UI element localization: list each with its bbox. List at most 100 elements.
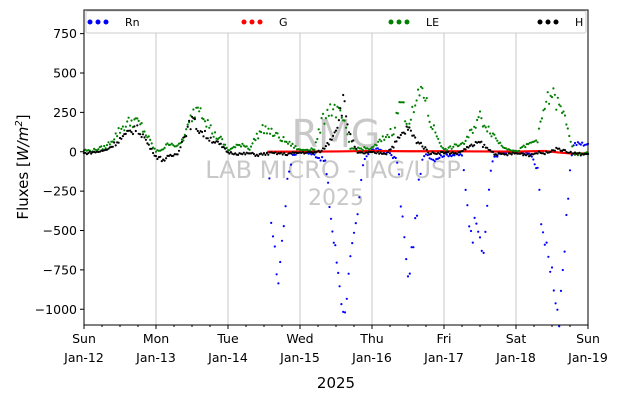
LE-point: [548, 102, 551, 105]
LE-point: [402, 101, 405, 104]
LE-point: [319, 131, 322, 134]
LE-point: [518, 149, 521, 152]
G-segment-8: [544, 149, 560, 154]
LE-point: [314, 141, 317, 144]
H-point: [392, 146, 395, 149]
LE-point: [206, 119, 209, 122]
H-point: [470, 143, 473, 146]
H-point: [405, 125, 408, 128]
Rn-point: [466, 204, 469, 207]
Rn-point: [459, 153, 462, 156]
LE-point: [238, 143, 241, 147]
legend-label-G: G: [279, 16, 288, 29]
LE-point: [154, 150, 158, 153]
H-point: [264, 153, 267, 156]
LE-point: [522, 144, 525, 147]
x-tick-weekday-3: Wed: [286, 331, 313, 346]
LE-point: [440, 145, 443, 148]
LE-point: [561, 111, 564, 114]
H-point: [87, 152, 90, 155]
LE-point: [414, 104, 417, 107]
LE-point: [563, 114, 567, 117]
H-point: [372, 150, 375, 153]
Rn-point: [473, 216, 476, 219]
y-tick-label-0: 750: [53, 26, 77, 41]
H-point: [319, 151, 322, 154]
H-point: [198, 131, 201, 135]
LE-point: [404, 120, 407, 123]
H-point: [257, 154, 260, 158]
LE-point: [329, 103, 332, 106]
Rn-point: [438, 156, 441, 159]
LE-point: [264, 125, 267, 128]
LE-point: [372, 145, 375, 148]
Rn-point: [559, 289, 563, 292]
LE-point: [316, 137, 319, 141]
LE-point: [321, 112, 325, 115]
H-point: [376, 150, 379, 153]
LE-point: [533, 140, 536, 143]
H-point: [228, 152, 231, 155]
Rn-point: [547, 255, 550, 258]
Rn-point: [324, 159, 327, 162]
LE-point: [285, 140, 288, 143]
x-tick-date-3: Jan-15: [279, 350, 320, 365]
H-point: [90, 152, 93, 155]
Rn-point: [331, 230, 334, 233]
legend-marker-G: [249, 19, 255, 25]
legend-entry-LE: LE: [388, 16, 439, 29]
LE-point: [103, 144, 106, 148]
H-point: [352, 139, 355, 142]
H-point: [150, 147, 153, 150]
H-point: [435, 152, 438, 156]
H-point: [113, 141, 116, 144]
Rn-point: [439, 154, 442, 157]
Rn-point: [541, 231, 545, 234]
H-point: [189, 128, 192, 131]
H-point: [496, 154, 499, 157]
Rn-point: [462, 169, 465, 172]
Rn-point: [568, 169, 572, 172]
LE-point: [494, 137, 497, 140]
H-point: [447, 150, 450, 153]
H-point: [209, 136, 212, 139]
Rn-point: [540, 223, 543, 226]
LE-point: [153, 147, 156, 150]
LE-point: [545, 100, 548, 103]
Rn-point: [405, 258, 408, 261]
Rn-point: [576, 141, 580, 144]
LE-point: [144, 134, 147, 137]
legend-box: [85, 10, 587, 34]
Rn-point: [361, 164, 365, 167]
LE-point: [546, 91, 549, 94]
H-point: [176, 153, 179, 156]
LE-point: [405, 122, 408, 125]
LE-point: [496, 139, 499, 142]
Rn-point: [543, 243, 546, 246]
Rn-point: [351, 242, 354, 245]
y-tick-label-3: 0: [69, 144, 77, 159]
Rn-point: [358, 196, 361, 199]
x-tick-weekday-7: Sun: [576, 331, 600, 346]
y-tick-label-2: 250: [53, 105, 77, 120]
Rn-point: [414, 217, 417, 220]
H-point: [421, 145, 424, 148]
Rn-point: [410, 246, 413, 249]
LE-point: [427, 114, 430, 117]
H-point: [242, 151, 245, 154]
H-point: [165, 157, 168, 160]
H-point: [346, 123, 349, 126]
Rn-point: [475, 222, 478, 225]
legend-marker-LE: [396, 19, 402, 25]
Rn-point: [477, 230, 480, 233]
LE-point: [176, 144, 179, 147]
H-point: [180, 140, 183, 144]
LE-point: [212, 135, 215, 138]
LE-point: [149, 138, 152, 141]
LE-point: [549, 94, 552, 97]
H-point: [510, 153, 513, 156]
H-point: [579, 154, 582, 157]
Rn-point: [424, 153, 428, 156]
H-point: [506, 154, 509, 157]
LE-point: [386, 133, 389, 136]
